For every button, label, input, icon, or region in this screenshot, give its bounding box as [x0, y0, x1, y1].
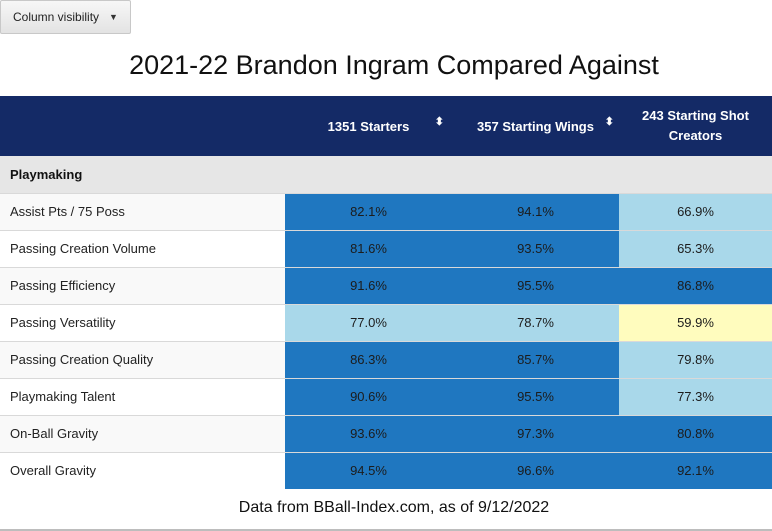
comparison-table: 1351 Starters ⬍ 357 Starting Wings ⬍ 243… — [0, 96, 772, 489]
sort-icon[interactable]: ⬍ — [434, 116, 444, 128]
section-label: Playmaking — [10, 166, 83, 182]
header-label: 1351 Starters — [327, 118, 410, 134]
percentile-cell: 92.1% — [619, 451, 772, 489]
column-visibility-label: Column visibility — [13, 10, 100, 24]
header-label: 357 Starting Wings — [477, 118, 594, 134]
percentile-cell: 91.6% — [285, 266, 452, 304]
header-label: 243 Starting Shot Creators — [642, 108, 749, 143]
percentile-cell: 77.3% — [619, 377, 772, 415]
table-row: Overall Gravity 94.5% 96.6% 92.1% — [0, 451, 772, 489]
percentile-cell: 66.9% — [619, 192, 772, 230]
metric-label: Passing Versatility — [0, 303, 285, 341]
percentile-cell: 82.1% — [285, 192, 452, 230]
percentile-cell: 93.5% — [452, 229, 619, 267]
divider — [0, 529, 772, 531]
metric-label: Assist Pts / 75 Poss — [0, 192, 285, 230]
metric-label: Passing Creation Quality — [0, 340, 285, 378]
table-row: Passing Efficiency 91.6% 95.5% 86.8% — [0, 266, 772, 304]
percentile-cell: 81.6% — [285, 229, 452, 267]
percentile-cell: 90.6% — [285, 377, 452, 415]
table-row: On-Ball Gravity 93.6% 97.3% 80.8% — [0, 414, 772, 452]
chevron-down-icon: ▼ — [109, 12, 118, 22]
header-starting-shot-creators[interactable]: 243 Starting Shot Creators — [619, 96, 772, 156]
sort-icon[interactable]: ⬍ — [604, 116, 614, 128]
percentile-cell: 97.3% — [452, 414, 619, 452]
table-row: Assist Pts / 75 Poss 82.1% 94.1% 66.9% — [0, 192, 772, 230]
percentile-cell: 77.0% — [285, 303, 452, 341]
percentile-cell: 80.8% — [619, 414, 772, 452]
percentile-cell: 59.9% — [619, 303, 772, 341]
header-starting-wings[interactable]: 357 Starting Wings ⬍ — [452, 96, 619, 156]
percentile-cell: 94.5% — [285, 451, 452, 489]
percentile-cell: 95.5% — [452, 266, 619, 304]
percentile-cell: 65.3% — [619, 229, 772, 267]
metric-label: Passing Creation Volume — [0, 229, 285, 267]
percentile-cell: 93.6% — [285, 414, 452, 452]
metric-label: Passing Efficiency — [0, 266, 285, 304]
source-footer: Data from BBall-Index.com, as of 9/12/20… — [238, 499, 550, 516]
table-row: Passing Creation Volume 81.6% 93.5% 65.3% — [0, 229, 772, 267]
percentile-cell: 85.7% — [452, 340, 619, 378]
table-row: Passing Creation Quality 86.3% 85.7% 79.8% — [0, 340, 772, 378]
percentile-cell: 96.6% — [452, 451, 619, 489]
table-row: Passing Versatility 77.0% 78.7% 59.9% — [0, 303, 772, 341]
percentile-cell: 94.1% — [452, 192, 619, 230]
header-metric — [0, 96, 285, 156]
percentile-cell: 95.5% — [452, 377, 619, 415]
column-visibility-button[interactable]: Column visibility ▼ — [0, 0, 131, 34]
header-row: 1351 Starters ⬍ 357 Starting Wings ⬍ 243… — [0, 96, 772, 156]
metric-label: On-Ball Gravity — [0, 414, 285, 452]
metric-label: Overall Gravity — [0, 451, 285, 489]
percentile-cell: 86.8% — [619, 266, 772, 304]
section-row: Playmaking — [0, 156, 772, 193]
metric-label: Playmaking Talent — [0, 377, 285, 415]
percentile-cell: 79.8% — [619, 340, 772, 378]
table-row: Playmaking Talent 90.6% 95.5% 77.3% — [0, 377, 772, 415]
percentile-cell: 78.7% — [452, 303, 619, 341]
page-title: 2021-22 Brandon Ingram Compared Against — [129, 50, 659, 80]
percentile-cell: 86.3% — [285, 340, 452, 378]
header-starters[interactable]: 1351 Starters ⬍ — [285, 96, 452, 156]
